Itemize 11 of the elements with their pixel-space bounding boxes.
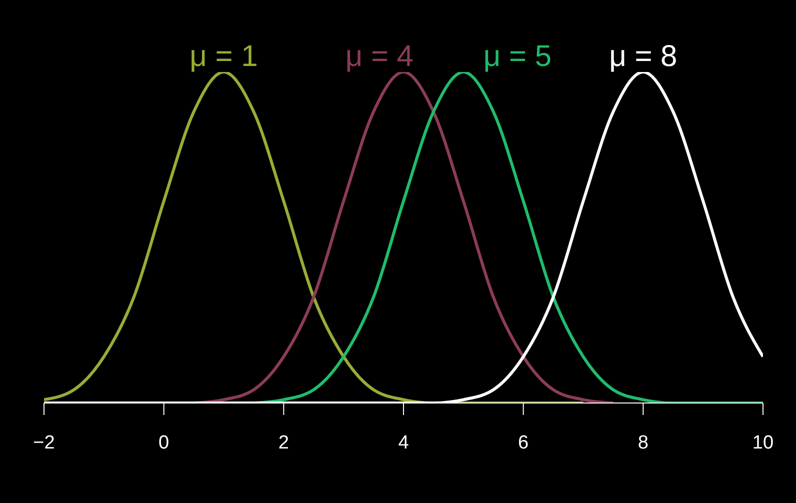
- x-tick-label: 4: [398, 432, 410, 454]
- x-tick-label: 0: [158, 432, 170, 454]
- x-tick-label: 2: [278, 432, 289, 454]
- x-tick-label: −2: [33, 432, 55, 454]
- x-tick-label: 10: [752, 432, 774, 454]
- series-label: μ = 8: [609, 40, 678, 73]
- x-tick-label: 8: [638, 432, 648, 454]
- series-label: μ = 5: [483, 40, 552, 73]
- x-tick-label: 6: [518, 432, 529, 454]
- series-label: μ = 4: [345, 40, 414, 73]
- series-label: μ = 1: [190, 40, 258, 73]
